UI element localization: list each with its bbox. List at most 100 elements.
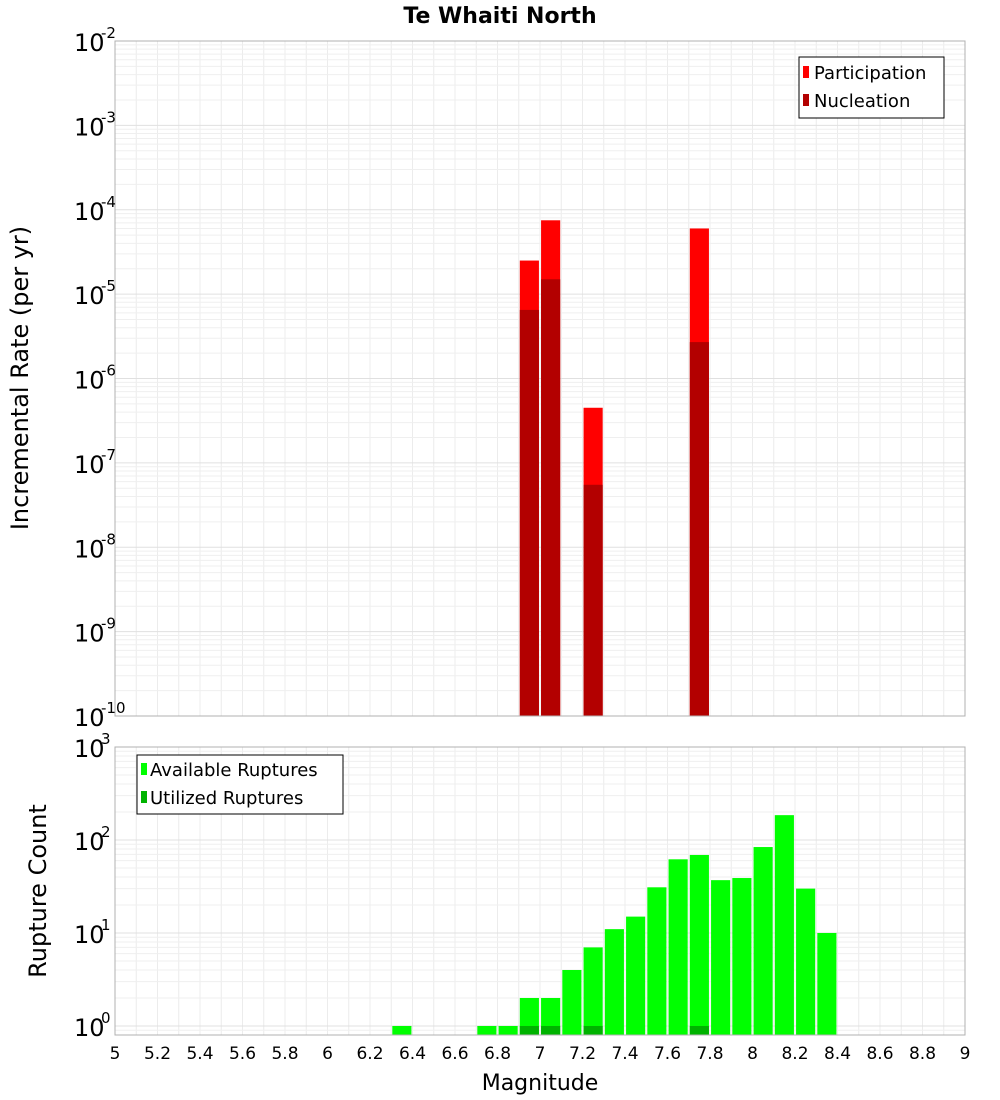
rate-y-tick-label: 10-6	[74, 362, 116, 395]
rate-y-tick-base: 10	[74, 29, 105, 57]
x-tick-label: 6.4	[399, 1044, 426, 1064]
count-y-tick-label: 103	[74, 730, 111, 763]
rate-y-tick-label: 10-8	[74, 530, 116, 563]
legend-available-swatch	[141, 763, 147, 775]
rate-y-tick-base: 10	[74, 535, 105, 563]
count-bar-available-ruptures	[498, 1025, 518, 1035]
x-tick-label: 6.6	[441, 1044, 468, 1064]
count-bar-available-ruptures	[541, 997, 561, 1035]
count-bar-available-ruptures	[732, 878, 752, 1035]
rate-y-tick-exponent: -9	[101, 615, 116, 633]
x-tick-label: 5.2	[144, 1044, 171, 1064]
rate-plot: 10-210-310-410-510-610-710-810-910-10 In…	[6, 24, 966, 732]
rate-y-tick-base: 10	[74, 451, 105, 479]
rate-y-tick-exponent: -3	[101, 108, 116, 126]
count-bar-utilized-ruptures	[583, 1025, 603, 1035]
count-y-tick-exponent: 3	[101, 730, 111, 748]
x-axis-label: Magnitude	[482, 1071, 599, 1096]
count-y-tick-label: 102	[74, 823, 111, 856]
legend-available-label: Available Ruptures	[150, 760, 318, 781]
count-y-tick-exponent: 2	[101, 823, 111, 841]
x-tick-label: 6.8	[484, 1044, 511, 1064]
count-bar-utilized-ruptures	[519, 1025, 539, 1035]
count-y-tick-base: 10	[74, 1014, 105, 1042]
rate-legend: Participation Nucleation	[798, 56, 945, 119]
x-tick-label: 8	[747, 1044, 758, 1064]
count-bar-available-ruptures	[817, 932, 837, 1035]
rate-y-tick-label: 10-10	[74, 699, 126, 732]
x-tick-label: 7.4	[611, 1044, 638, 1064]
count-bar-available-ruptures	[668, 859, 688, 1035]
legend-utilized-swatch	[141, 791, 147, 803]
x-tick-label: 5.4	[186, 1044, 213, 1064]
legend-participation-swatch	[803, 66, 809, 78]
rate-y-tick-base: 10	[74, 620, 105, 648]
count-bar-available-ruptures	[711, 880, 731, 1035]
rate-bar-nucleation	[541, 279, 561, 716]
count-y-tick-base: 10	[74, 828, 105, 856]
x-tick-label: 5	[110, 1044, 121, 1064]
rate-y-tick-base: 10	[74, 113, 105, 141]
count-bar-available-ruptures	[392, 1025, 412, 1035]
x-tick-label: 8.6	[866, 1044, 893, 1064]
count-bar-available-ruptures	[583, 947, 603, 1035]
x-tick-label: 6	[322, 1044, 333, 1064]
rate-bar-nucleation	[519, 309, 539, 716]
x-tick-label: 8.8	[909, 1044, 936, 1064]
rate-y-tick-base: 10	[74, 704, 105, 732]
rate-y-tick-base: 10	[74, 367, 105, 395]
rate-y-tick-exponent: -4	[101, 193, 116, 211]
rate-y-tick-exponent: -7	[101, 446, 116, 464]
rate-y-tick-exponent: -10	[101, 699, 126, 717]
rate-plot-bars	[519, 220, 709, 717]
rate-y-tick-exponent: -6	[101, 362, 116, 380]
rate-y-tick-label: 10-5	[74, 277, 116, 310]
rate-y-tick-label: 10-4	[74, 193, 116, 226]
count-y-tick-exponent: 1	[101, 916, 111, 934]
count-y-tick-label: 100	[74, 1009, 111, 1042]
rate-y-tick-base: 10	[74, 282, 105, 310]
rate-y-ticks: 10-210-310-410-510-610-710-810-910-10	[74, 24, 126, 732]
x-tick-label: 6.2	[356, 1044, 383, 1064]
rate-y-axis-label: Incremental Rate (per yr)	[6, 226, 34, 530]
count-bar-available-ruptures	[647, 887, 667, 1035]
count-bar-utilized-ruptures	[689, 1025, 709, 1035]
x-tick-label: 9	[960, 1044, 971, 1064]
count-y-tick-label: 101	[74, 916, 111, 949]
count-bar-available-ruptures	[774, 815, 794, 1035]
count-bar-available-ruptures	[689, 854, 709, 1035]
x-tick-label: 5.6	[229, 1044, 256, 1064]
count-plot-frame	[114, 746, 966, 1036]
count-bar-available-ruptures	[477, 1025, 497, 1035]
count-y-tick-base: 10	[74, 735, 105, 763]
count-plot-bars	[392, 815, 837, 1035]
rate-y-tick-exponent: -5	[101, 277, 116, 295]
chart-title: Te Whaiti North	[403, 4, 596, 29]
x-tick-label: 5.8	[271, 1044, 298, 1064]
x-tick-label: 7.6	[654, 1044, 681, 1064]
count-bar-utilized-ruptures	[541, 1025, 561, 1035]
rate-y-tick-exponent: -8	[101, 530, 116, 548]
count-y-axis-label: Rupture Count	[24, 804, 52, 978]
legend-utilized-label: Utilized Ruptures	[150, 788, 303, 809]
count-bar-available-ruptures	[626, 916, 646, 1035]
count-bar-available-ruptures	[753, 847, 773, 1035]
rate-y-tick-label: 10-3	[74, 108, 116, 141]
rate-y-tick-label: 10-9	[74, 615, 116, 648]
rate-y-tick-label: 10-7	[74, 446, 116, 479]
rate-legend-box	[798, 56, 945, 119]
count-legend-box	[136, 754, 344, 815]
rate-y-tick-label: 10-2	[74, 24, 116, 57]
x-tick-label: 7	[535, 1044, 546, 1064]
count-y-tick-base: 10	[74, 921, 105, 949]
count-bar-available-ruptures	[519, 997, 539, 1035]
legend-participation-label: Participation	[814, 63, 926, 84]
rate-plot-frame	[114, 40, 966, 717]
x-tick-label: 8.2	[781, 1044, 808, 1064]
count-bar-available-ruptures	[562, 969, 582, 1035]
rate-bar-nucleation	[689, 342, 709, 716]
rate-bar-nucleation	[583, 484, 603, 716]
